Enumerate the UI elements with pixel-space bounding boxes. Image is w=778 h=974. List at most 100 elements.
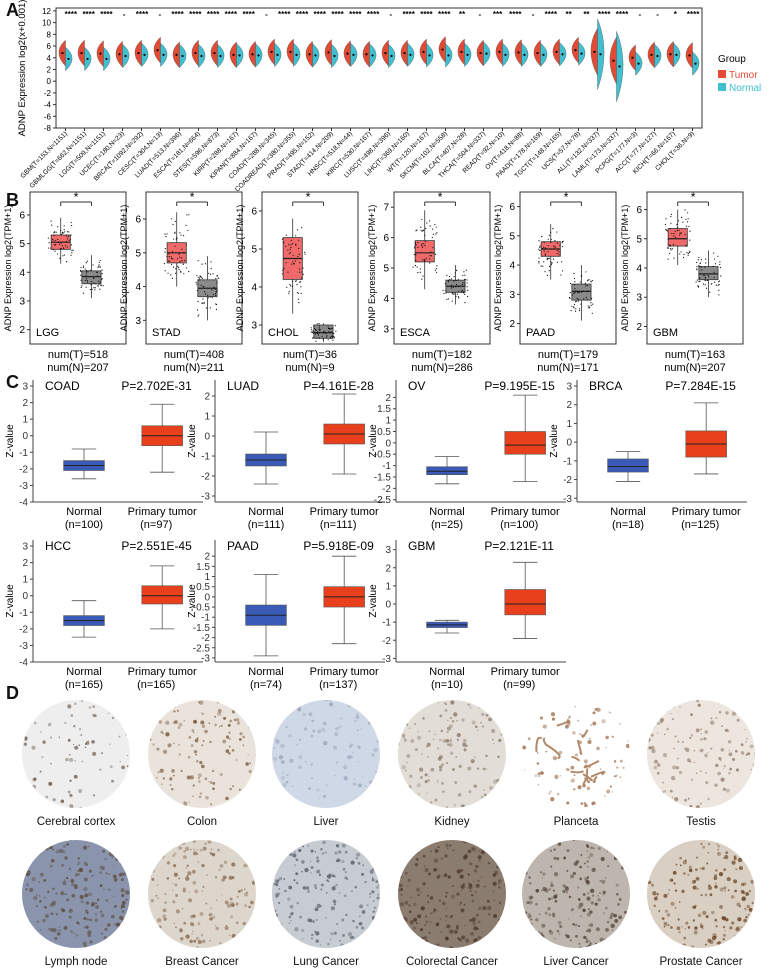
- tissue-speck: [197, 939, 202, 945]
- tumor-box: [667, 228, 688, 247]
- tumor-point: [686, 221, 689, 223]
- tissue-speck: [629, 867, 630, 870]
- tissue-speck: [471, 847, 476, 852]
- tissue-speck: [677, 918, 680, 921]
- tissue-speck: [684, 747, 688, 751]
- panel-c-ytick-label: 3: [566, 382, 572, 393]
- panel-c-xlabel-tumor: Primary tumor: [310, 506, 379, 518]
- tissue-speck: [51, 900, 57, 905]
- tissue-speck: [440, 931, 443, 933]
- tumor-point: [183, 251, 185, 254]
- tissue-speck: [524, 911, 528, 915]
- panel-b-ytick-label: 3: [383, 324, 389, 335]
- tumor-median-point: [308, 53, 311, 56]
- normal-point: [314, 329, 317, 331]
- tumor-point: [676, 229, 679, 232]
- tissue-speck: [51, 902, 56, 907]
- tissue-speck: [83, 877, 88, 882]
- tissue-speck: [424, 868, 429, 873]
- panel-c-n-tumor: (n=99): [503, 679, 535, 691]
- tumor-point: [166, 255, 168, 258]
- normal-point: [569, 297, 571, 299]
- tissue-speck: [64, 892, 67, 896]
- tissue-speck: [302, 845, 305, 848]
- tissue-speck: [583, 935, 587, 940]
- normal-point: [85, 274, 87, 277]
- tissue-speck: [456, 738, 460, 742]
- ihc-tissue-image: [272, 700, 380, 808]
- tissue-speck: [205, 730, 208, 733]
- tissue-speck: [542, 886, 547, 892]
- tissue-speck: [488, 913, 491, 916]
- normal-point: [89, 288, 91, 291]
- tissue-speck: [173, 864, 177, 868]
- tissue-speck: [443, 702, 447, 705]
- tissue-speck: [83, 886, 88, 892]
- tumor-median-point: [574, 49, 577, 52]
- tissue-speck: [304, 867, 309, 873]
- normal-point: [207, 294, 209, 296]
- normal-point: [93, 277, 95, 280]
- panel-a-significance-mark: ****: [278, 10, 291, 19]
- tissue-speck: [756, 893, 757, 894]
- tissue-speck: [551, 897, 553, 900]
- tissue-speck: [718, 872, 724, 877]
- tissue-speck: [192, 784, 195, 787]
- tissue-speck: [290, 912, 294, 916]
- panel-b-ytick-label: 4: [19, 268, 25, 279]
- tissue-speck: [610, 844, 615, 849]
- tissue-speck: [426, 944, 430, 948]
- normal-point: [702, 283, 705, 285]
- tissue-speck: [125, 898, 128, 901]
- tissue-speck: [221, 894, 223, 896]
- tissue-speck: [613, 856, 618, 861]
- panel-c-xlabel-normal: Normal: [429, 666, 464, 678]
- tissue-speck: [451, 719, 455, 723]
- tissue-speck: [471, 917, 476, 922]
- tissue-speck: [667, 843, 672, 848]
- tissue-speck: [361, 775, 364, 778]
- tissue-speck: [197, 921, 201, 925]
- tissue-speck: [502, 863, 506, 869]
- tumor-point: [61, 231, 64, 233]
- normal-median-point: [390, 54, 393, 58]
- tissue-speck: [398, 738, 400, 741]
- tissue-speck: [572, 840, 576, 841]
- tissue-speck: [360, 727, 363, 730]
- normal-point: [199, 279, 201, 281]
- tissue-speck: [28, 929, 31, 933]
- tissue-speck: [401, 858, 403, 861]
- tumor-point: [543, 250, 545, 252]
- tissue-speck: [23, 742, 28, 746]
- tumor-point: [432, 233, 434, 235]
- placenta-strand: [542, 737, 548, 746]
- tumor-point: [54, 239, 56, 242]
- tumor-median-point: [365, 53, 368, 56]
- tissue-speck: [755, 875, 757, 878]
- tissue-speck: [253, 840, 256, 842]
- tissue-speck: [449, 724, 453, 728]
- tissue-speck: [340, 717, 343, 720]
- tumor-median-point: [327, 51, 330, 54]
- tumor-point: [539, 249, 541, 252]
- normal-point: [715, 284, 717, 286]
- panel-c-ytick-label: 1.5: [196, 562, 210, 573]
- tumor-point: [546, 257, 548, 259]
- tumor-point: [550, 261, 552, 263]
- tissue-speck: [477, 879, 480, 883]
- tissue-speck: [199, 761, 203, 765]
- tumor-point: [424, 259, 426, 262]
- tissue-speck: [711, 910, 715, 915]
- normal-point: [313, 336, 315, 338]
- tissue-speck: [101, 932, 104, 935]
- tissue-speck: [430, 841, 433, 845]
- tissue-speck: [152, 743, 155, 746]
- tissue-speck: [55, 913, 58, 916]
- tissue-speck: [282, 771, 284, 774]
- tissue-speck: [417, 893, 420, 897]
- normal-median-point: [181, 54, 184, 58]
- tissue-speck: [730, 895, 735, 899]
- tissue-speck: [95, 902, 97, 905]
- tissue-speck: [56, 700, 58, 702]
- ihc-tissue-image: [398, 840, 506, 948]
